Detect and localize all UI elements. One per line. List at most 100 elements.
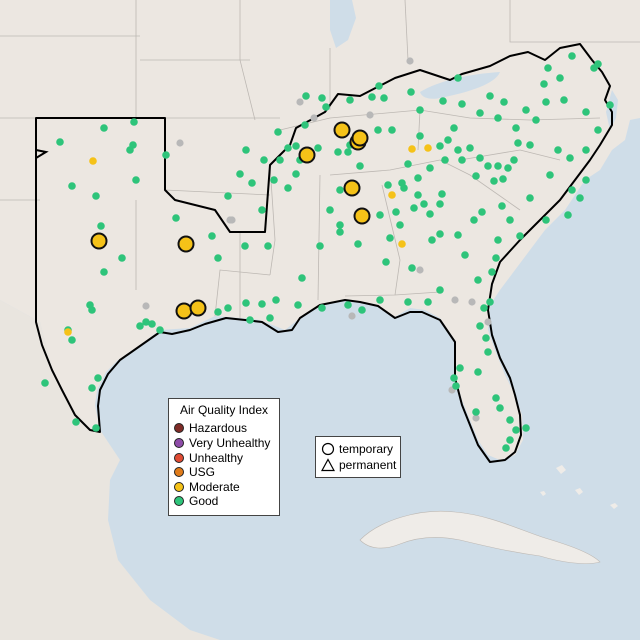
good-monitor-marker[interactable] bbox=[436, 230, 444, 238]
good-monitor-marker[interactable] bbox=[458, 156, 466, 164]
good-monitor-marker[interactable] bbox=[454, 146, 462, 154]
moderate-temporary-monitor-marker[interactable] bbox=[90, 232, 108, 250]
good-monitor-marker[interactable] bbox=[542, 98, 550, 106]
good-monitor-marker[interactable] bbox=[162, 151, 170, 159]
good-monitor-marker[interactable] bbox=[392, 208, 400, 216]
good-monitor-marker[interactable] bbox=[326, 206, 334, 214]
moderate-temporary-monitor-marker[interactable] bbox=[353, 207, 371, 225]
good-monitor-marker[interactable] bbox=[556, 74, 564, 82]
good-monitor-marker[interactable] bbox=[344, 148, 352, 156]
good-monitor-marker[interactable] bbox=[506, 216, 514, 224]
good-monitor-marker[interactable] bbox=[441, 156, 449, 164]
moderate-monitor-marker[interactable] bbox=[424, 144, 432, 152]
no-data-monitor-marker[interactable] bbox=[406, 57, 414, 65]
good-monitor-marker[interactable] bbox=[301, 121, 309, 129]
good-monitor-marker[interactable] bbox=[582, 176, 590, 184]
good-monitor-marker[interactable] bbox=[142, 318, 150, 326]
good-monitor-marker[interactable] bbox=[500, 98, 508, 106]
good-monitor-marker[interactable] bbox=[156, 326, 164, 334]
no-data-monitor-marker[interactable] bbox=[176, 139, 184, 147]
good-monitor-marker[interactable] bbox=[375, 82, 383, 90]
good-monitor-marker[interactable] bbox=[424, 298, 432, 306]
good-monitor-marker[interactable] bbox=[512, 124, 520, 132]
good-monitor-marker[interactable] bbox=[384, 181, 392, 189]
good-monitor-marker[interactable] bbox=[488, 268, 496, 276]
good-monitor-marker[interactable] bbox=[439, 97, 447, 105]
good-monitor-marker[interactable] bbox=[484, 348, 492, 356]
good-monitor-marker[interactable] bbox=[428, 236, 436, 244]
good-monitor-marker[interactable] bbox=[132, 176, 140, 184]
good-monitor-marker[interactable] bbox=[334, 148, 342, 156]
no-data-monitor-marker[interactable] bbox=[226, 216, 234, 224]
good-monitor-marker[interactable] bbox=[452, 382, 460, 390]
good-monitor-marker[interactable] bbox=[426, 164, 434, 172]
good-monitor-marker[interactable] bbox=[482, 334, 490, 342]
no-data-monitor-marker[interactable] bbox=[366, 111, 374, 119]
good-monitor-marker[interactable] bbox=[410, 204, 418, 212]
good-monitor-marker[interactable] bbox=[97, 222, 105, 230]
good-monitor-marker[interactable] bbox=[404, 160, 412, 168]
no-data-monitor-marker[interactable] bbox=[348, 312, 356, 320]
good-monitor-marker[interactable] bbox=[344, 301, 352, 309]
no-data-monitor-marker[interactable] bbox=[451, 296, 459, 304]
good-monitor-marker[interactable] bbox=[436, 286, 444, 294]
good-monitor-marker[interactable] bbox=[546, 171, 554, 179]
good-monitor-marker[interactable] bbox=[494, 162, 502, 170]
no-data-monitor-marker[interactable] bbox=[472, 414, 480, 422]
good-monitor-marker[interactable] bbox=[532, 116, 540, 124]
good-monitor-marker[interactable] bbox=[292, 142, 300, 150]
good-monitor-marker[interactable] bbox=[522, 106, 530, 114]
good-monitor-marker[interactable] bbox=[514, 139, 522, 147]
good-monitor-marker[interactable] bbox=[426, 210, 434, 218]
good-monitor-marker[interactable] bbox=[92, 192, 100, 200]
good-monitor-marker[interactable] bbox=[224, 304, 232, 312]
moderate-temporary-monitor-marker[interactable] bbox=[333, 121, 351, 139]
good-monitor-marker[interactable] bbox=[436, 200, 444, 208]
good-monitor-marker[interactable] bbox=[416, 132, 424, 140]
good-monitor-marker[interactable] bbox=[214, 308, 222, 316]
good-monitor-marker[interactable] bbox=[470, 216, 478, 224]
good-monitor-marker[interactable] bbox=[606, 101, 614, 109]
good-monitor-marker[interactable] bbox=[294, 301, 302, 309]
good-monitor-marker[interactable] bbox=[376, 296, 384, 304]
good-monitor-marker[interactable] bbox=[266, 314, 274, 322]
no-data-monitor-marker[interactable] bbox=[142, 302, 150, 310]
good-monitor-marker[interactable] bbox=[450, 124, 458, 132]
good-monitor-marker[interactable] bbox=[284, 144, 292, 152]
good-monitor-marker[interactable] bbox=[506, 436, 514, 444]
good-monitor-marker[interactable] bbox=[242, 146, 250, 154]
good-monitor-marker[interactable] bbox=[346, 96, 354, 104]
good-monitor-marker[interactable] bbox=[476, 154, 484, 162]
good-monitor-marker[interactable] bbox=[41, 379, 49, 387]
moderate-temporary-monitor-marker[interactable] bbox=[298, 146, 316, 164]
good-monitor-marker[interactable] bbox=[436, 142, 444, 150]
good-monitor-marker[interactable] bbox=[540, 80, 548, 88]
good-monitor-marker[interactable] bbox=[582, 108, 590, 116]
good-monitor-marker[interactable] bbox=[129, 141, 137, 149]
good-monitor-marker[interactable] bbox=[594, 126, 602, 134]
good-monitor-marker[interactable] bbox=[68, 336, 76, 344]
good-monitor-marker[interactable] bbox=[94, 374, 102, 382]
good-monitor-marker[interactable] bbox=[494, 114, 502, 122]
good-monitor-marker[interactable] bbox=[456, 364, 464, 372]
good-monitor-marker[interactable] bbox=[88, 306, 96, 314]
good-monitor-marker[interactable] bbox=[476, 322, 484, 330]
good-monitor-marker[interactable] bbox=[248, 179, 256, 187]
good-monitor-marker[interactable] bbox=[292, 170, 300, 178]
good-monitor-marker[interactable] bbox=[72, 418, 80, 426]
no-data-monitor-marker[interactable] bbox=[468, 298, 476, 306]
good-monitor-marker[interactable] bbox=[404, 298, 412, 306]
good-monitor-marker[interactable] bbox=[516, 232, 524, 240]
good-monitor-marker[interactable] bbox=[560, 96, 568, 104]
good-monitor-marker[interactable] bbox=[502, 444, 510, 452]
good-monitor-marker[interactable] bbox=[302, 92, 310, 100]
good-monitor-marker[interactable] bbox=[582, 146, 590, 154]
moderate-monitor-marker[interactable] bbox=[64, 328, 72, 336]
good-monitor-marker[interactable] bbox=[208, 232, 216, 240]
good-monitor-marker[interactable] bbox=[258, 300, 266, 308]
good-monitor-marker[interactable] bbox=[130, 118, 138, 126]
good-monitor-marker[interactable] bbox=[476, 109, 484, 117]
good-monitor-marker[interactable] bbox=[260, 156, 268, 164]
good-monitor-marker[interactable] bbox=[354, 240, 362, 248]
